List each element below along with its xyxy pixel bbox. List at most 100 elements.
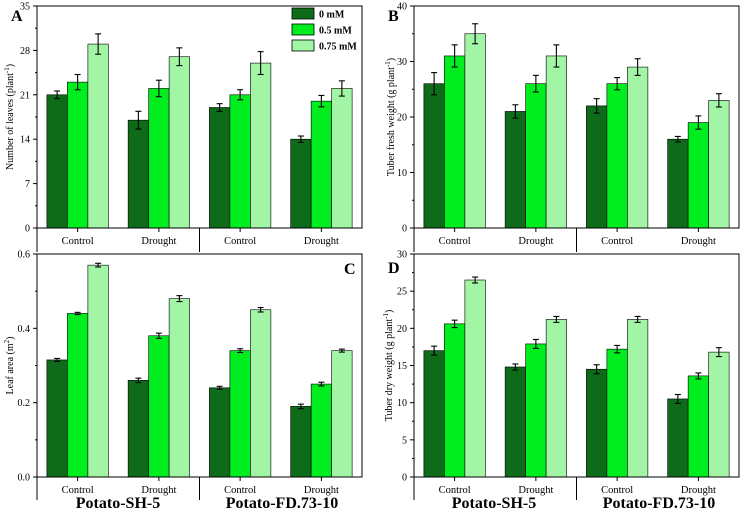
x-tick-label-control: Control: [601, 485, 633, 496]
error-bar-c-2-0.75mm: [257, 306, 264, 313]
error-bar-d-3-0.5mm: [695, 372, 702, 380]
legend-label-0.5mm: 0.5 mM: [319, 26, 352, 37]
error-bar-c-2-0mm: [216, 385, 223, 390]
error-bar-a-2-0.5mm: [237, 89, 244, 101]
error-bar-c-0-0.5mm: [74, 311, 81, 316]
error-bar-b-0-0mm: [431, 72, 438, 96]
bar-c-2-0.5mm: [229, 350, 251, 478]
y-tick-label: 35: [20, 2, 30, 13]
bar-c-3-0.5mm: [310, 383, 332, 478]
group-label-sh5-right: Potato-SH-5: [452, 495, 536, 512]
x-tick-label-control: Control: [62, 485, 94, 496]
y-tick-label: 0.0: [18, 473, 31, 484]
error-bar-c-1-0.75mm: [176, 295, 183, 303]
bar-a-1-0.75mm: [168, 56, 190, 229]
x-tick-label-drought: Drought: [681, 485, 716, 496]
y-tick-label: 0: [402, 224, 407, 235]
bar-b-1-0.5mm: [525, 83, 547, 229]
error-bar-c-0-0.75mm: [95, 262, 102, 268]
bar-c-2-0mm: [209, 387, 231, 478]
bar-b-3-0.5mm: [687, 122, 709, 229]
y-tick-label: 14: [20, 135, 30, 146]
error-bar-b-2-0mm: [593, 98, 600, 114]
error-bar-c-1-0.5mm: [155, 332, 162, 339]
group-label-fd7310-right: Potato-FD.73-10: [603, 495, 715, 512]
bar-d-2-0.5mm: [606, 348, 628, 478]
error-bar-b-0-0.75mm: [472, 23, 479, 45]
bar-a-3-0mm: [290, 138, 312, 229]
bar-d-1-0mm: [504, 366, 526, 478]
legend-label-0mm: 0 mM: [319, 10, 345, 21]
y-tick-label: 7: [25, 179, 30, 190]
error-bar-d-0-0.5mm: [451, 319, 458, 329]
error-bar-c-0-0mm: [54, 357, 61, 362]
error-bar-b-3-0.75mm: [715, 93, 722, 108]
error-bar-a-1-0.75mm: [176, 47, 183, 67]
bar-b-3-0.75mm: [708, 100, 730, 229]
legend-swatch-0.75mm: [291, 39, 315, 52]
bar-d-1-0.75mm: [545, 319, 567, 478]
y-tick-label: 10: [397, 398, 407, 409]
x-tick-label-drought: Drought: [304, 236, 339, 247]
error-bar-a-2-0mm: [216, 103, 223, 112]
bar-c-2-0.75mm: [250, 309, 272, 478]
bar-a-0-0mm: [46, 94, 68, 229]
x-tick-label-control: Control: [439, 485, 471, 496]
x-tick-label-control: Control: [224, 485, 256, 496]
y-tick-label: 25: [397, 287, 407, 298]
error-bar-d-2-0mm: [593, 364, 600, 375]
x-tick-label-drought: Drought: [141, 236, 176, 247]
bar-b-0-0.5mm: [444, 55, 466, 229]
bar-b-2-0.75mm: [627, 66, 649, 229]
error-bar-d-0-0mm: [431, 345, 438, 356]
bar-d-3-0mm: [667, 398, 689, 478]
y-tick-label: 30: [397, 250, 407, 261]
bar-a-2-0.5mm: [229, 94, 251, 229]
error-bar-c-3-0mm: [297, 403, 304, 410]
bar-b-0-0.75mm: [464, 33, 486, 229]
bar-c-1-0mm: [127, 380, 149, 478]
chart-panel-c: Control Drought Control Drought 0.0 0.2 0.4 0.6…: [3, 250, 363, 500]
error-bar-d-2-0.5mm: [614, 344, 621, 354]
x-tick-label-drought: Drought: [681, 236, 716, 247]
error-bar-c-3-0.75mm: [338, 348, 345, 353]
error-bar-a-3-0.75mm: [338, 80, 345, 97]
error-bar-d-3-0.75mm: [715, 347, 722, 358]
y-tick-label: 10: [397, 168, 407, 179]
error-bar-d-1-0mm: [512, 363, 519, 371]
bar-a-0-0.75mm: [87, 43, 109, 229]
bar-d-2-0mm: [586, 368, 608, 478]
panel-letter-b: B: [388, 8, 399, 25]
error-bar-b-1-0mm: [512, 104, 519, 119]
error-bar-d-1-0.5mm: [532, 338, 539, 349]
bar-a-2-0mm: [209, 107, 231, 229]
error-bar-b-3-0mm: [674, 135, 681, 143]
bar-c-1-0.75mm: [168, 298, 190, 478]
x-tick-label-drought: Drought: [518, 485, 553, 496]
bar-d-0-0.75mm: [464, 279, 486, 478]
group-label-fd7310-left: Potato-FD.73-10: [226, 495, 338, 512]
y-tick-label: 0.4: [18, 324, 31, 335]
error-bar-b-2-0.5mm: [614, 77, 621, 91]
y-tick-label: 20: [397, 113, 407, 124]
panel-letter-c: C: [344, 261, 356, 278]
y-tick-label: 20: [397, 324, 407, 335]
y-tick-label: 28: [20, 46, 30, 57]
error-bar-b-1-0.75mm: [553, 44, 560, 68]
legend-swatch-0.5mm: [291, 23, 315, 36]
bar-c-1-0.5mm: [148, 335, 170, 478]
x-tick-label-control: Control: [224, 236, 256, 247]
x-tick-label-control: Control: [439, 236, 471, 247]
y-axis-label: Tuber fresh weight (g plant-1): [384, 58, 397, 176]
bar-c-3-0.75mm: [331, 350, 353, 478]
bar-c-3-0mm: [290, 406, 312, 478]
bar-b-1-0.75mm: [545, 55, 567, 229]
y-tick-label: 30: [397, 57, 407, 68]
x-tick-label-drought: Drought: [141, 485, 176, 496]
error-bar-d-1-0.75mm: [553, 315, 560, 323]
group-label-sh5-left: Potato-SH-5: [76, 495, 160, 512]
error-bar-b-3-0.5mm: [695, 115, 702, 130]
y-tick-label: 15: [397, 361, 407, 372]
error-bar-b-0-0.5mm: [451, 44, 458, 68]
